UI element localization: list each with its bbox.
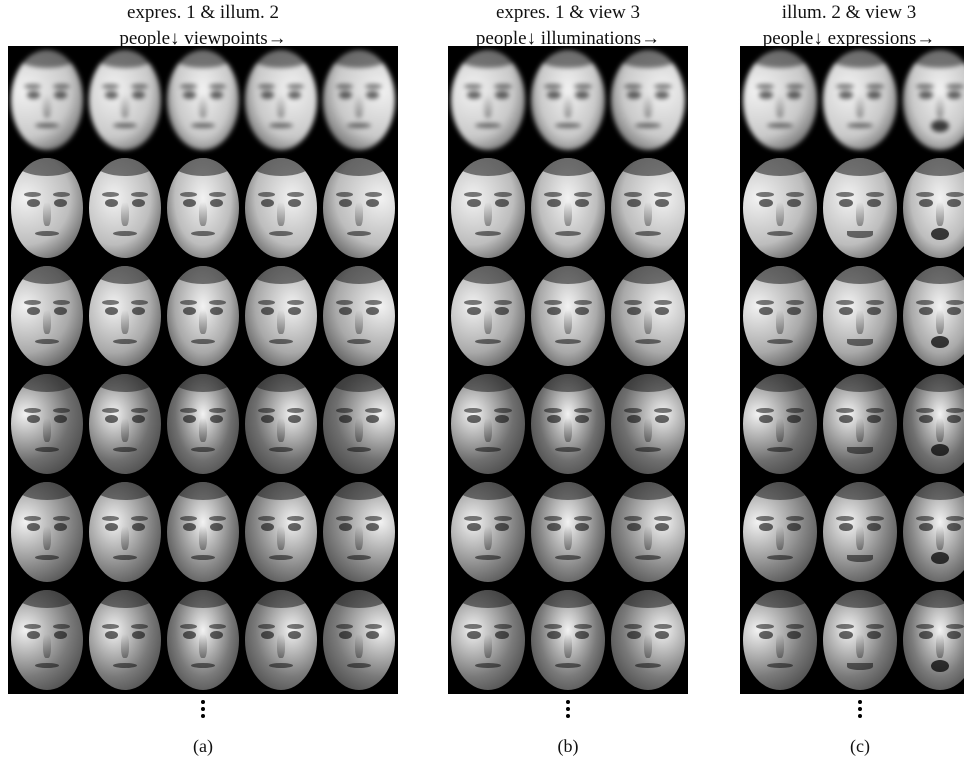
face-image <box>743 374 817 474</box>
face-image <box>903 482 964 582</box>
face-image <box>11 266 83 366</box>
face-image <box>743 158 817 258</box>
panel-c-title-line2: people↓ expressions→ <box>762 28 936 49</box>
face-image <box>903 50 964 150</box>
face-image <box>903 374 964 474</box>
face-image <box>11 50 83 150</box>
face-image <box>531 266 605 366</box>
face-image <box>451 50 525 150</box>
face-image <box>531 50 605 150</box>
face-image <box>823 590 897 690</box>
face-image <box>89 266 161 366</box>
face-image <box>823 482 897 582</box>
face-image <box>323 374 395 474</box>
face-image <box>611 482 685 582</box>
face-image <box>245 50 317 150</box>
face-image <box>167 590 239 690</box>
face-image <box>743 482 817 582</box>
face-image <box>89 50 161 150</box>
face-image <box>531 158 605 258</box>
face-image <box>451 374 525 474</box>
panel-c-face-grid <box>740 46 964 694</box>
face-image <box>743 590 817 690</box>
face-image <box>743 266 817 366</box>
face-image <box>245 158 317 258</box>
face-image <box>11 590 83 690</box>
panel-c-title-line1: illum. 2 & view 3 <box>781 2 917 23</box>
face-image <box>89 590 161 690</box>
panel-a-ellipsis <box>200 700 206 721</box>
panel-a-title-line1: expres. 1 & illum. 2 <box>127 2 279 23</box>
panel-c-ellipsis <box>857 700 863 721</box>
face-image <box>89 374 161 474</box>
face-image <box>323 50 395 150</box>
face-image <box>89 158 161 258</box>
face-image <box>903 158 964 258</box>
face-image <box>531 590 605 690</box>
face-image <box>611 590 685 690</box>
panel-c-caption: (c) <box>850 736 870 756</box>
face-image <box>611 50 685 150</box>
panel-a-face-grid <box>8 46 398 694</box>
face-image <box>245 266 317 366</box>
face-image <box>611 266 685 366</box>
panel-a-title: expres. 1 & illum. 2 people↓ viewpoints→ <box>8 0 398 52</box>
face-image <box>611 158 685 258</box>
face-image <box>167 482 239 582</box>
face-image <box>823 158 897 258</box>
face-image <box>167 158 239 258</box>
face-image <box>167 266 239 366</box>
face-image <box>11 482 83 582</box>
face-image <box>323 266 395 366</box>
face-image <box>531 374 605 474</box>
panel-b-title-line2: people↓ illuminations→ <box>475 28 661 49</box>
face-image <box>903 266 964 366</box>
face-image <box>323 158 395 258</box>
face-image <box>903 590 964 690</box>
panel-b-caption: (b) <box>557 736 579 756</box>
panel-a-title-line2: people↓ viewpoints→ <box>119 28 287 49</box>
face-image <box>823 266 897 366</box>
panel-b-title: expres. 1 & view 3 people↓ illuminations… <box>448 0 688 52</box>
face-image <box>611 374 685 474</box>
face-image <box>451 158 525 258</box>
face-image <box>245 374 317 474</box>
face-image <box>245 482 317 582</box>
face-image <box>323 590 395 690</box>
panel-b-title-line1: expres. 1 & view 3 <box>495 2 641 23</box>
panel-a-caption: (a) <box>193 736 213 756</box>
face-image <box>167 374 239 474</box>
face-image <box>451 590 525 690</box>
face-image <box>743 50 817 150</box>
face-image <box>323 482 395 582</box>
face-image <box>167 50 239 150</box>
face-image <box>451 266 525 366</box>
face-image <box>823 50 897 150</box>
panel-b-face-grid <box>448 46 688 694</box>
panel-b-ellipsis <box>565 700 571 721</box>
face-image <box>89 482 161 582</box>
face-image <box>531 482 605 582</box>
face-image <box>823 374 897 474</box>
panel-c-title: illum. 2 & view 3 people↓ expressions→ <box>740 0 958 52</box>
face-image <box>11 158 83 258</box>
face-image <box>11 374 83 474</box>
face-image <box>451 482 525 582</box>
face-image <box>245 590 317 690</box>
